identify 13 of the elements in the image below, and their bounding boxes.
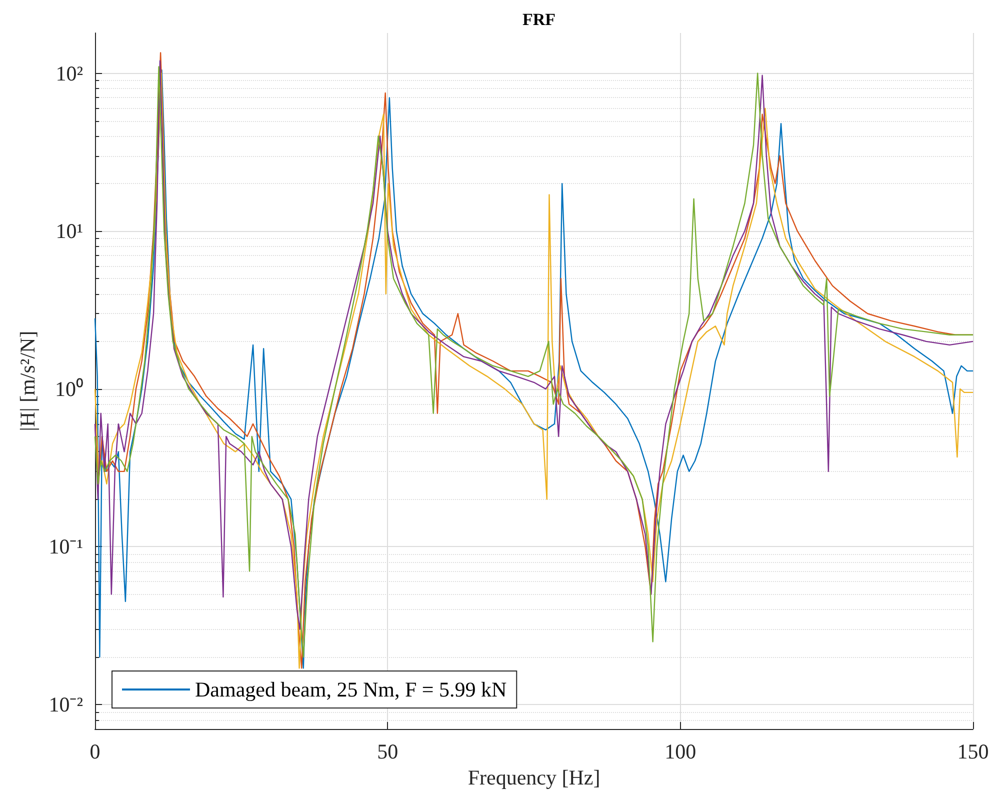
x-tick-label: 150: [957, 740, 989, 764]
legend-label: Damaged beam, 25 Nm, F = 5.99 kN: [195, 678, 507, 702]
x-tick-label: 50: [377, 740, 398, 764]
y-tick-label: 10⁻¹: [48, 534, 83, 559]
x-tick-label: 100: [664, 740, 696, 764]
x-tick-label: 0: [90, 740, 100, 764]
chart-title: FRF: [522, 10, 556, 29]
y-tick-label: 10²: [56, 61, 83, 86]
y-tick-label: 10⁻²: [48, 692, 83, 717]
y-axis-title: |H| [m/s²/N]: [15, 330, 40, 432]
y-tick-label: 10¹: [56, 219, 83, 244]
y-tick-label: 10⁰: [55, 376, 83, 401]
x-axis-title: Frequency [Hz]: [468, 766, 600, 790]
